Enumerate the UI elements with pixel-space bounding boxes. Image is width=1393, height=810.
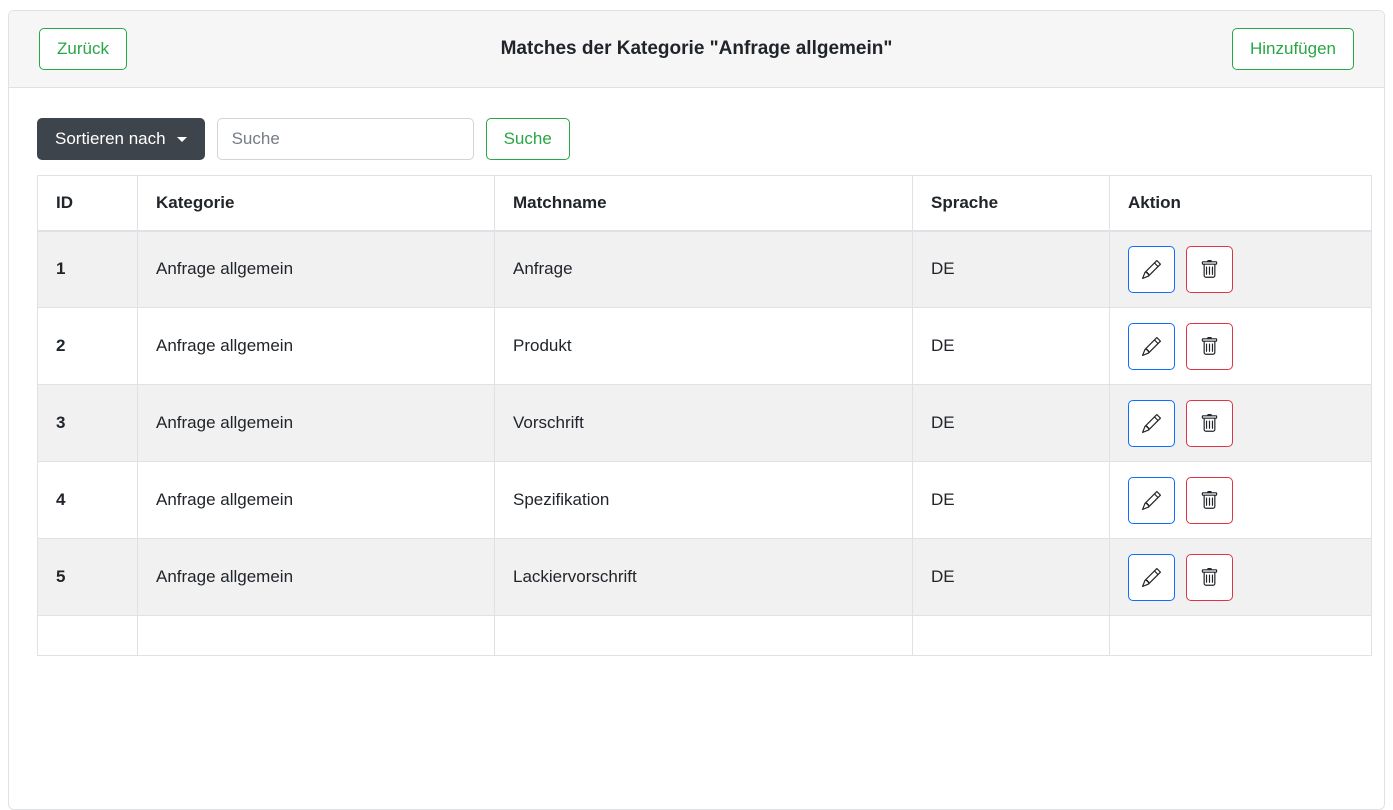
cell-id: 1: [37, 230, 138, 308]
cell-aktion: [1109, 230, 1372, 308]
table-row: 5 Anfrage allgemein Lackiervorschrift DE: [37, 538, 1372, 616]
cell-sprache: DE: [912, 307, 1110, 385]
edit-button[interactable]: [1128, 245, 1175, 293]
matches-card: Zurück Matches der Kategorie "Anfrage al…: [8, 10, 1385, 810]
cell-id: 4: [37, 461, 138, 539]
search-input[interactable]: [216, 118, 474, 160]
trash-icon: [1201, 490, 1218, 509]
edit-button[interactable]: [1128, 476, 1175, 524]
column-header-id: ID: [37, 175, 138, 232]
cell-kategorie: Anfrage allgemein: [137, 461, 495, 539]
column-header-sprache: Sprache: [912, 175, 1110, 232]
search-button[interactable]: Suche: [485, 118, 570, 160]
trash-icon: [1201, 259, 1218, 278]
cell-sprache: DE: [912, 538, 1110, 616]
cell-matchname: Vorschrift: [494, 384, 913, 462]
column-header-matchname: Matchname: [494, 175, 913, 232]
cell-aktion: [1109, 307, 1372, 385]
cell-aktion: [1109, 461, 1372, 539]
cell-kategorie: Anfrage allgemein: [137, 230, 495, 308]
table-row-partial: [37, 615, 1372, 656]
cell-matchname: Anfrage: [494, 230, 913, 308]
delete-button[interactable]: [1186, 399, 1233, 447]
cell-sprache: DE: [912, 384, 1110, 462]
back-button[interactable]: Zurück: [39, 28, 127, 70]
edit-button[interactable]: [1128, 322, 1175, 370]
table-row: 1 Anfrage allgemein Anfrage DE: [37, 230, 1372, 308]
chevron-down-icon: [176, 136, 187, 142]
column-header-kategorie: Kategorie: [137, 175, 495, 232]
cell-kategorie: Anfrage allgemein: [137, 384, 495, 462]
page-title: Matches der Kategorie "Anfrage allgemein…: [500, 38, 893, 59]
table-header-row: ID Kategorie Matchname Sprache Aktion: [37, 175, 1372, 232]
trash-icon: [1201, 336, 1218, 355]
cell-sprache: DE: [912, 230, 1110, 308]
pencil-icon: [1142, 413, 1161, 433]
edit-button[interactable]: [1128, 399, 1175, 447]
cell-aktion: [1109, 384, 1372, 462]
sort-dropdown-label: Sortieren nach: [55, 129, 166, 149]
edit-button[interactable]: [1128, 553, 1175, 601]
delete-button[interactable]: [1186, 476, 1233, 524]
delete-button[interactable]: [1186, 553, 1233, 601]
cell-matchname: Produkt: [494, 307, 913, 385]
delete-button[interactable]: [1186, 322, 1233, 370]
cell-id: 3: [37, 384, 138, 462]
column-header-aktion: Aktion: [1109, 175, 1372, 232]
trash-icon: [1201, 413, 1218, 432]
cell-matchname: Lackiervorschrift: [494, 538, 913, 616]
pencil-icon: [1142, 259, 1161, 279]
sort-dropdown-button[interactable]: Sortieren nach: [37, 118, 205, 160]
pencil-icon: [1142, 567, 1161, 587]
delete-button[interactable]: [1186, 245, 1233, 293]
cell-id: 2: [37, 307, 138, 385]
cell-sprache: DE: [912, 461, 1110, 539]
toolbar: Sortieren nach Suche: [37, 118, 1356, 160]
cell-kategorie: Anfrage allgemein: [137, 538, 495, 616]
cell-kategorie: Anfrage allgemein: [137, 307, 495, 385]
table-row: 4 Anfrage allgemein Spezifikation DE: [37, 461, 1372, 539]
card-header: Zurück Matches der Kategorie "Anfrage al…: [9, 11, 1384, 88]
pencil-icon: [1142, 490, 1161, 510]
table-body: 1 Anfrage allgemein Anfrage DE 2 Anfrage allg…: [37, 230, 1372, 656]
cell-matchname: Spezifikation: [494, 461, 913, 539]
cell-aktion: [1109, 538, 1372, 616]
card-body: Sortieren nach Suche ID Kategorie Matchn…: [9, 88, 1384, 656]
pencil-icon: [1142, 336, 1161, 356]
cell-id: 5: [37, 538, 138, 616]
table-row: 3 Anfrage allgemein Vorschrift DE: [37, 384, 1372, 462]
table-row: 2 Anfrage allgemein Produkt DE: [37, 307, 1372, 385]
trash-icon: [1201, 567, 1218, 586]
add-button[interactable]: Hinzufügen: [1231, 28, 1354, 70]
